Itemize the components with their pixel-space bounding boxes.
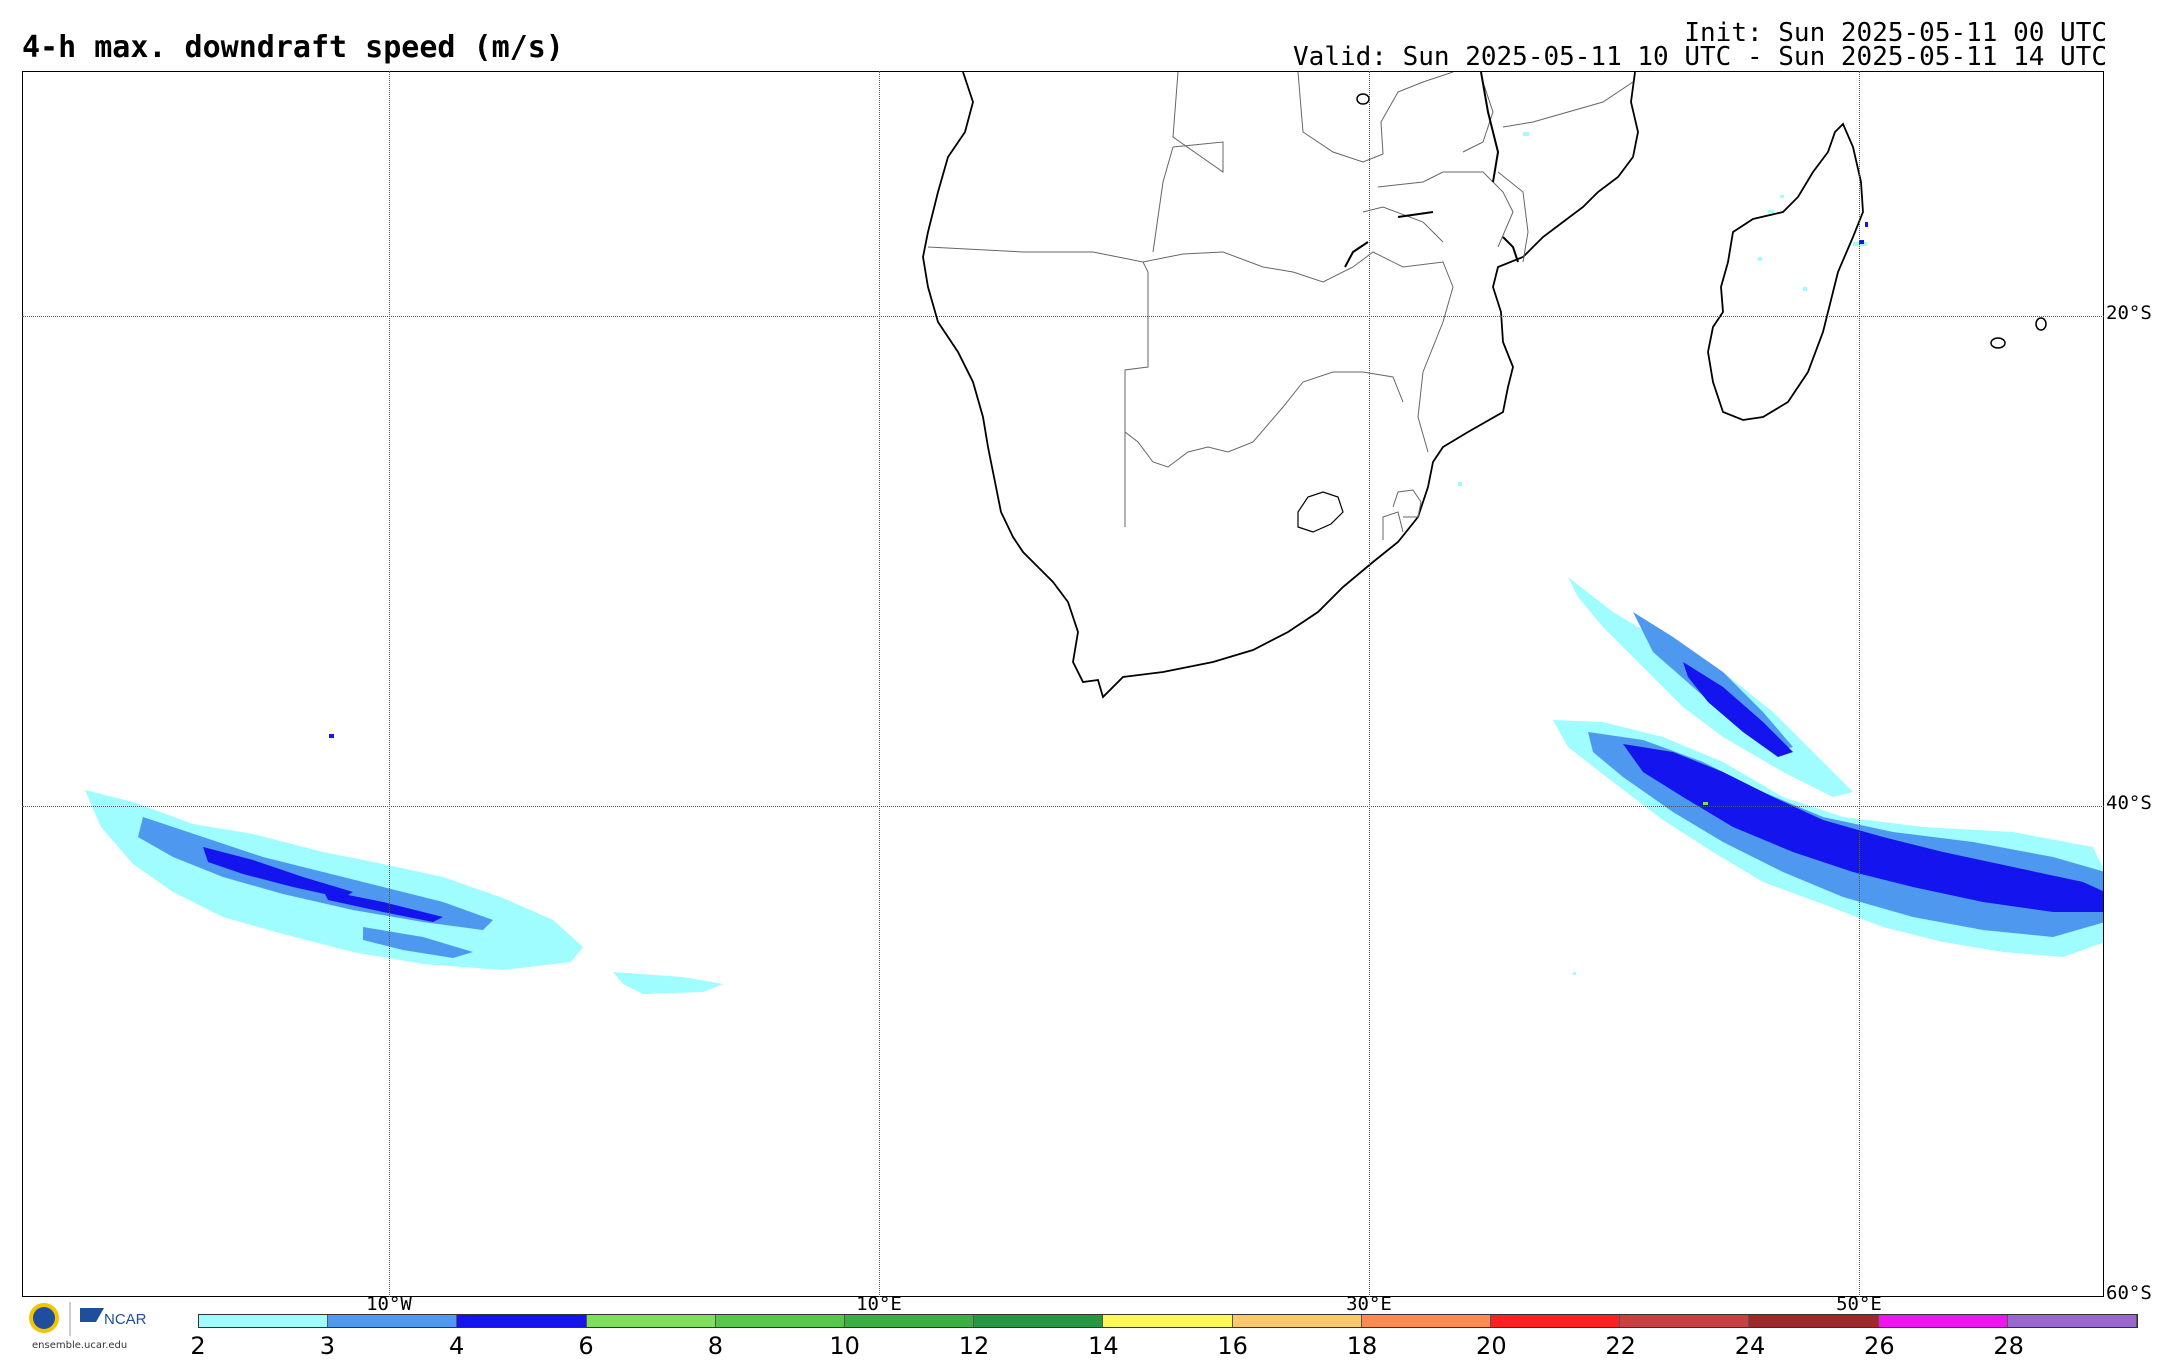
island-outline (1990, 337, 2006, 349)
lon-label-10w: 10°W (366, 1293, 412, 1315)
country-borders (927, 72, 1634, 540)
colorbar-segment (1361, 1315, 1492, 1327)
ncar-mark-icon (80, 1308, 104, 1322)
lake-outlines (1344, 72, 1519, 268)
colorbar-tick-label: 8 (707, 1332, 723, 1360)
svg-text:NCAR: NCAR (104, 1311, 147, 1328)
downdraft-band-east (1553, 577, 2103, 957)
colorbar-segment (1491, 1315, 1621, 1327)
colorbar-segment (2007, 1315, 2138, 1327)
map-panel (22, 71, 2104, 1297)
meridian-10e (879, 71, 880, 1297)
colorbar-tick-label: 28 (1993, 1332, 2024, 1360)
colorbar-tick-label: 22 (1605, 1332, 1636, 1360)
colorbar-segment (1749, 1315, 1879, 1327)
colorbar (198, 1314, 2138, 1328)
colorbar-tick-label: 4 (449, 1332, 465, 1360)
colorbar-segment (199, 1315, 329, 1327)
meridian-30e (1369, 71, 1370, 1297)
downdraft-band-west (85, 734, 723, 994)
lesotho-outline (1297, 491, 1344, 533)
lon-label-10e: 10°E (856, 1293, 902, 1315)
init-time: Init: Sun 2025-05-11 00 UTC (1684, 18, 2107, 48)
colorbar-segment (586, 1315, 716, 1327)
colorbar-segment (1103, 1315, 1233, 1327)
meridian-10w (389, 71, 390, 1297)
site-url: ensemble.ucar.edu (32, 1340, 128, 1351)
colorbar-tick-label: 26 (1864, 1332, 1895, 1360)
lon-label-50e: 50°E (1836, 1293, 1882, 1315)
colorbar-tick-label: 12 (958, 1332, 990, 1360)
map-title: 4-h max. downdraft speed (m/s) (22, 30, 564, 65)
colorbar-segment (1232, 1315, 1362, 1327)
colorbar-segment (1620, 1315, 1750, 1327)
island-outline (2035, 317, 2047, 331)
scattered-cells-strong (1859, 222, 1868, 244)
colorbar-tick-label: 20 (1476, 1332, 1507, 1360)
colorbar-tick-label: 10 (829, 1332, 860, 1360)
colorbar-segment (328, 1315, 458, 1327)
parallel-40s (22, 806, 2104, 807)
meridian-50e (1859, 71, 1860, 1297)
colorbar-tick-label: 6 (578, 1332, 594, 1360)
colorbar-segment (715, 1315, 846, 1327)
colorbar-tick-label: 18 (1346, 1332, 1378, 1360)
colorbar-tick-label: 24 (1734, 1332, 1766, 1360)
colorbar-segment (1878, 1315, 2008, 1327)
madagascar-outline (1707, 122, 1864, 421)
colorbar-segment (845, 1315, 975, 1327)
lon-label-30e: 30°E (1346, 1293, 1392, 1315)
lat-label-20s: 20°S (2106, 302, 2152, 324)
colorbar-tick-label: 2 (190, 1332, 206, 1360)
parallel-20s (22, 316, 2104, 317)
colorbar-segment (974, 1315, 1104, 1327)
peak-speed-cell (1703, 802, 1708, 805)
lat-label-60s: 60°S (2106, 1282, 2152, 1304)
colorbar-tick-label: 3 (319, 1332, 335, 1360)
africa-coastline (922, 72, 1639, 699)
colorbar-tick-label: 16 (1217, 1332, 1248, 1360)
island-outline (1356, 93, 1370, 105)
colorbar-tick-label: 14 (1088, 1332, 1119, 1360)
colorbar-segment (457, 1315, 587, 1327)
lat-label-40s: 40°S (2106, 792, 2152, 814)
valid-time: Valid: Sun 2025-05-11 10 UTC - Sun 2025-… (1293, 42, 2107, 72)
map-canvas (85, 72, 2103, 994)
nsf-ncar-logo: NCAR (26, 1300, 158, 1348)
